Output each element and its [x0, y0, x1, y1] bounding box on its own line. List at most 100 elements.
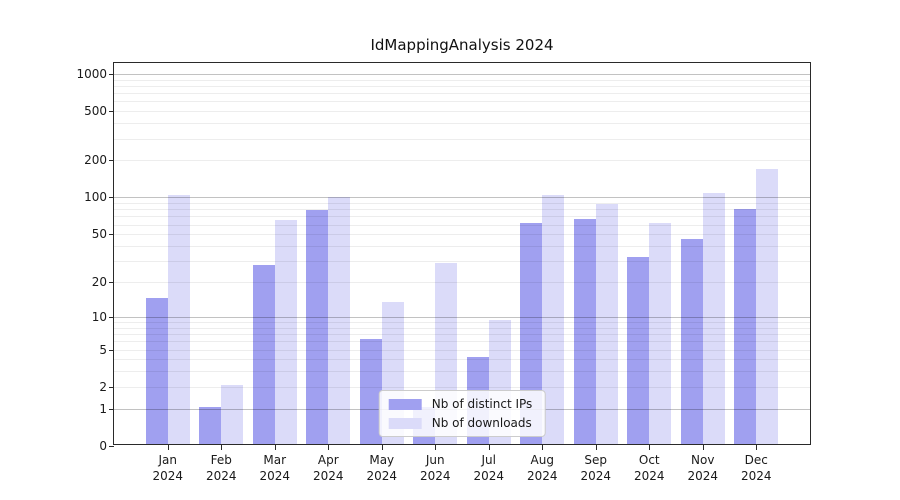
x-tick-month: Feb — [210, 453, 232, 467]
x-tick-mark — [756, 445, 758, 450]
legend-label: Nb of distinct IPs — [431, 397, 533, 411]
bar-group-jun: Jun 2024 — [409, 63, 463, 483]
legend-swatch-downloads — [388, 417, 422, 429]
y-tick-mark — [109, 160, 114, 162]
x-tick-mark — [167, 445, 169, 450]
y-axis-tick-label: 2 — [99, 379, 107, 394]
y-axis-tick-label: 20 — [91, 275, 107, 289]
x-tick-year: 2024 — [259, 469, 291, 483]
bar-distinct-ips — [306, 210, 329, 444]
x-axis-tick-label: May 2024 — [366, 452, 397, 484]
y-tick-mark — [109, 316, 114, 318]
y-tick-mark — [109, 446, 114, 447]
x-axis-tick-label: Oct 2024 — [634, 452, 665, 484]
y-axis-tick-label: 1000 — [76, 66, 107, 81]
x-tick-year: 2024 — [580, 469, 612, 483]
y-axis-tick-label: 1 — [99, 401, 107, 416]
bar-distinct-ips — [680, 239, 703, 444]
plot-area: Jan 2024 Feb 2024 Mar 2024 Apr 2024 May 2024 Jun 20… — [76, 62, 811, 483]
y-axis-tick-label: 0 — [99, 439, 107, 453]
y-tick-mark — [109, 386, 114, 388]
x-tick-year: 2024 — [152, 469, 184, 483]
x-tick-month: Dec — [744, 453, 768, 467]
bar-distinct-ips — [573, 219, 596, 444]
y-tick-mark — [109, 282, 114, 283]
legend-entry-downloads: Nb of downloads — [388, 416, 533, 430]
y-tick-mark — [109, 73, 114, 75]
x-tick-year: 2024 — [366, 469, 398, 483]
y-tick-mark — [109, 197, 114, 199]
bar-downloads — [595, 204, 618, 444]
x-tick-mark — [649, 445, 651, 450]
x-tick-mark — [274, 445, 276, 450]
bar-group-apr: Apr 2024 — [302, 63, 356, 483]
bar-group-may: May 2024 — [355, 63, 409, 483]
x-tick-mark — [435, 445, 437, 450]
y-axis-tick-label: 5 — [99, 342, 107, 357]
legend-entry-distinct-ips: Nb of distinct IPs — [388, 397, 533, 411]
bar-downloads — [221, 384, 244, 444]
x-tick-mark — [381, 445, 383, 450]
y-tick-mark — [109, 408, 114, 410]
bar-downloads — [167, 195, 190, 444]
x-tick-year: 2024 — [419, 469, 451, 483]
x-tick-mark — [221, 445, 223, 450]
x-tick-year: 2024 — [312, 469, 344, 483]
bar-downloads — [328, 196, 351, 444]
bar-group-nov: Nov 2024 — [676, 63, 730, 483]
x-tick-mark — [328, 445, 330, 450]
x-axis-tick-label: Jul 2024 — [473, 452, 504, 484]
bar-group-oct: Oct 2024 — [623, 63, 677, 483]
legend: Nb of distinct IPs Nb of downloads — [378, 390, 546, 437]
bar-downloads — [649, 222, 672, 444]
x-tick-month: Jan — [158, 453, 177, 467]
bar-downloads — [274, 220, 297, 444]
y-axis-tick-label: 200 — [84, 153, 107, 168]
x-tick-month: Apr — [317, 453, 339, 467]
x-axis-tick-label: Mar 2024 — [259, 452, 290, 484]
x-tick-mark — [488, 445, 490, 450]
x-tick-month: Sep — [584, 453, 608, 467]
x-tick-year: 2024 — [205, 469, 237, 483]
x-tick-year: 2024 — [526, 469, 558, 483]
x-axis-tick-label: Nov 2024 — [687, 452, 718, 484]
y-tick-mark — [109, 234, 114, 236]
bar-downloads — [702, 192, 725, 444]
x-tick-month: Oct — [638, 453, 660, 467]
bar-distinct-ips — [734, 208, 757, 444]
bar-downloads — [542, 195, 565, 444]
y-tick-mark — [109, 349, 114, 351]
legend-swatch-distinct-ips — [388, 398, 422, 410]
x-axis-tick-label: Feb 2024 — [206, 452, 237, 484]
x-tick-month: Aug — [530, 453, 554, 467]
y-axis-tick-label: 500 — [84, 104, 107, 119]
y-axis-tick-label: 10 — [91, 309, 107, 324]
x-tick-year: 2024 — [633, 469, 665, 483]
x-tick-month: May — [369, 453, 395, 467]
x-tick-mark — [542, 445, 544, 450]
bar-group-sep: Sep 2024 — [569, 63, 623, 483]
x-axis-tick-label: Jun 2024 — [420, 452, 451, 484]
bar-group-dec: Dec 2024 — [730, 63, 784, 483]
y-axis-tick-label: 50 — [91, 227, 107, 242]
bar-distinct-ips — [627, 257, 650, 444]
bar-group-aug: Aug 2024 — [516, 63, 570, 483]
x-axis-tick-label: Apr 2024 — [313, 452, 344, 484]
x-tick-mark — [595, 445, 597, 450]
x-tick-year: 2024 — [687, 469, 719, 483]
bar-distinct-ips — [359, 339, 382, 444]
y-tick-mark — [109, 111, 114, 113]
bar-group-mar: Mar 2024 — [248, 63, 302, 483]
bar-downloads — [756, 168, 779, 444]
x-axis-tick-label: Jan 2024 — [152, 452, 183, 484]
bar-group-jan: Jan 2024 — [141, 63, 195, 483]
chart-title: IdMappingAnalysis 2024 — [370, 36, 554, 54]
x-tick-month: Jul — [481, 453, 496, 467]
x-tick-year: 2024 — [740, 469, 772, 483]
x-axis-tick-label: Dec 2024 — [741, 452, 772, 484]
bar-distinct-ips — [520, 222, 543, 444]
x-tick-year: 2024 — [473, 469, 505, 483]
x-tick-month: Jun — [425, 453, 445, 467]
x-axis-tick-label: Aug 2024 — [527, 452, 558, 484]
